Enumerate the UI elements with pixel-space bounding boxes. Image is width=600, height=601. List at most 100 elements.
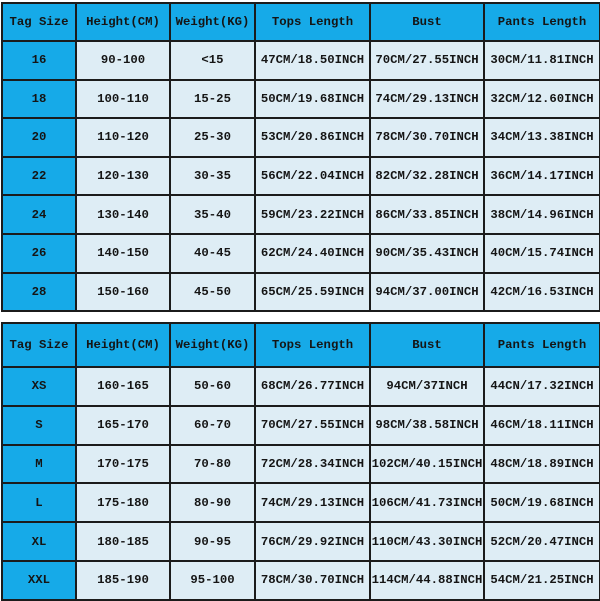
cell-weight: 60-70	[169, 404, 256, 446]
cell-bust: 94CM/37INCH	[369, 366, 485, 407]
cell-pants-length: 46CM/18.11INCH	[483, 404, 600, 446]
table-row: M 170-175 70-80 72CM/28.34INCH 102CM/40.15IN…	[1, 443, 600, 485]
cell-height: 90-100	[75, 40, 171, 81]
cell-weight: <15	[169, 40, 256, 81]
table-row: 24 130-140 35-40 59CM/23.22INCH 86CM/33.85IN…	[1, 194, 600, 235]
cell-tag-size: 28	[1, 271, 77, 313]
cell-height: 185-190	[75, 559, 171, 601]
cell-height: 140-150	[75, 232, 171, 274]
column-header-weight: Weight(KG)	[169, 2, 256, 42]
cell-bust: 106CM/41.73INCH	[369, 482, 485, 524]
column-header-height: Height(CM)	[75, 2, 171, 42]
column-header-bust: Bust	[369, 2, 485, 42]
table-row: 22 120-130 30-35 56CM/22.04INCH 82CM/32.28IN…	[1, 155, 600, 197]
cell-bust: 70CM/27.55INCH	[369, 40, 485, 81]
cell-tops-length: 72CM/28.34INCH	[254, 443, 371, 485]
column-header-bust: Bust	[369, 322, 485, 368]
table-row: 16 90-100 <15 47CM/18.50INCH 70CM/27.55INCH 3…	[1, 40, 600, 81]
cell-bust: 82CM/32.28INCH	[369, 155, 485, 197]
cell-tag-size: L	[1, 482, 77, 524]
cell-tops-length: 59CM/23.22INCH	[254, 194, 371, 235]
cell-weight: 80-90	[169, 482, 256, 524]
column-header-weight: Weight(KG)	[169, 322, 256, 368]
cell-tag-size: XS	[1, 366, 77, 407]
cell-height: 120-130	[75, 155, 171, 197]
cell-bust: 94CM/37.00INCH	[369, 271, 485, 313]
cell-height: 160-165	[75, 366, 171, 407]
cell-height: 100-110	[75, 78, 171, 120]
header-row: Tag Size Height(CM) Weight(KG) Tops Length B…	[1, 322, 600, 368]
adult-size-table: Tag Size Height(CM) Weight(KG) Tops Length B…	[1, 322, 600, 601]
cell-tops-length: 53CM/20.86INCH	[254, 117, 371, 158]
cell-tag-size: 20	[1, 117, 77, 158]
cell-height: 165-170	[75, 404, 171, 446]
cell-tops-length: 68CM/26.77INCH	[254, 366, 371, 407]
cell-weight: 30-35	[169, 155, 256, 197]
cell-pants-length: 50CM/19.68INCH	[483, 482, 600, 524]
cell-weight: 50-60	[169, 366, 256, 407]
column-header-tops-length: Tops Length	[254, 322, 371, 368]
header-row: Tag Size Height(CM) Weight(KG) Tops Length B…	[1, 2, 600, 42]
cell-pants-length: 54CM/21.25INCH	[483, 559, 600, 601]
cell-pants-length: 36CM/14.17INCH	[483, 155, 600, 197]
table-row: 28 150-160 45-50 65CM/25.59INCH 94CM/37.00IN…	[1, 271, 600, 313]
cell-tops-length: 70CM/27.55INCH	[254, 404, 371, 446]
cell-pants-length: 34CM/13.38INCH	[483, 117, 600, 158]
table-row: XXL 185-190 95-100 78CM/30.70INCH 114CM/44.8…	[1, 559, 600, 601]
kids-size-table: Tag Size Height(CM) Weight(KG) Tops Length B…	[1, 2, 600, 313]
table-row: L 175-180 80-90 74CM/29.13INCH 106CM/41.73IN…	[1, 482, 600, 524]
column-header-tag-size: Tag Size	[1, 2, 77, 42]
cell-bust: 114CM/44.88INCH	[369, 559, 485, 601]
cell-pants-length: 52CM/20.47INCH	[483, 521, 600, 562]
cell-weight: 70-80	[169, 443, 256, 485]
cell-tag-size: 24	[1, 194, 77, 235]
cell-weight: 25-30	[169, 117, 256, 158]
column-header-tops-length: Tops Length	[254, 2, 371, 42]
table-row: 26 140-150 40-45 62CM/24.40INCH 90CM/35.43IN…	[1, 232, 600, 274]
cell-weight: 15-25	[169, 78, 256, 120]
column-header-pants-length: Pants Length	[483, 2, 600, 42]
cell-weight: 95-100	[169, 559, 256, 601]
column-header-height: Height(CM)	[75, 322, 171, 368]
cell-bust: 90CM/35.43INCH	[369, 232, 485, 274]
cell-weight: 35-40	[169, 194, 256, 235]
cell-height: 150-160	[75, 271, 171, 313]
cell-tops-length: 76CM/29.92INCH	[254, 521, 371, 562]
cell-height: 180-185	[75, 521, 171, 562]
cell-pants-length: 30CM/11.81INCH	[483, 40, 600, 81]
cell-height: 175-180	[75, 482, 171, 524]
table-row: 18 100-110 15-25 50CM/19.68INCH 74CM/29.13IN…	[1, 78, 600, 120]
cell-tag-size: XL	[1, 521, 77, 562]
cell-bust: 98CM/38.58INCH	[369, 404, 485, 446]
cell-weight: 40-45	[169, 232, 256, 274]
cell-tag-size: 26	[1, 232, 77, 274]
cell-bust: 86CM/33.85INCH	[369, 194, 485, 235]
cell-tops-length: 56CM/22.04INCH	[254, 155, 371, 197]
column-header-pants-length: Pants Length	[483, 322, 600, 368]
cell-pants-length: 38CM/14.96INCH	[483, 194, 600, 235]
cell-pants-length: 42CM/16.53INCH	[483, 271, 600, 313]
cell-pants-length: 32CM/12.60INCH	[483, 78, 600, 120]
cell-tag-size: S	[1, 404, 77, 446]
table-row: S 165-170 60-70 70CM/27.55INCH 98CM/38.58INC…	[1, 404, 600, 446]
cell-tag-size: 18	[1, 78, 77, 120]
cell-height: 110-120	[75, 117, 171, 158]
cell-tag-size: XXL	[1, 559, 77, 601]
cell-weight: 45-50	[169, 271, 256, 313]
cell-pants-length: 40CM/15.74INCH	[483, 232, 600, 274]
cell-weight: 90-95	[169, 521, 256, 562]
cell-height: 170-175	[75, 443, 171, 485]
cell-tops-length: 62CM/24.40INCH	[254, 232, 371, 274]
cell-bust: 78CM/30.70INCH	[369, 117, 485, 158]
cell-bust: 102CM/40.15INCH	[369, 443, 485, 485]
cell-tops-length: 74CM/29.13INCH	[254, 482, 371, 524]
cell-tag-size: 16	[1, 40, 77, 81]
cell-tops-length: 47CM/18.50INCH	[254, 40, 371, 81]
cell-pants-length: 44CN/17.32INCH	[483, 366, 600, 407]
table-row: 20 110-120 25-30 53CM/20.86INCH 78CM/30.70IN…	[1, 117, 600, 158]
cell-tops-length: 65CM/25.59INCH	[254, 271, 371, 313]
table-row: XS 160-165 50-60 68CM/26.77INCH 94CM/37INCH 4…	[1, 366, 600, 407]
cell-height: 130-140	[75, 194, 171, 235]
cell-pants-length: 48CM/18.89INCH	[483, 443, 600, 485]
cell-tag-size: M	[1, 443, 77, 485]
